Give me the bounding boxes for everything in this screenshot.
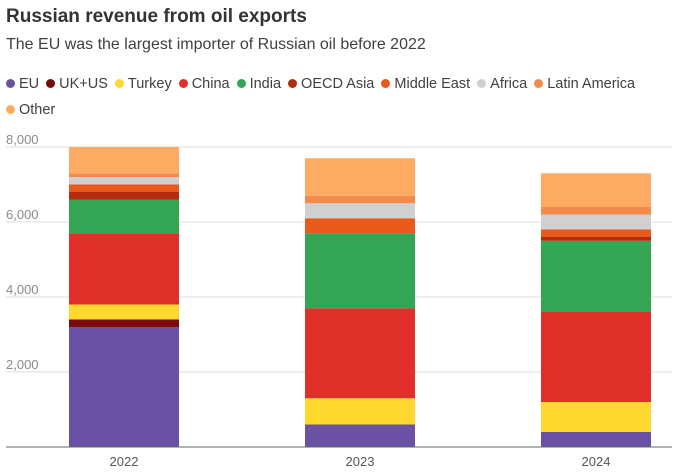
bar-segment-2022-africa bbox=[69, 177, 179, 185]
legend-swatch bbox=[6, 79, 15, 88]
y-tick-label: 4,000 bbox=[6, 282, 39, 297]
bar-segment-2023-india bbox=[305, 233, 415, 309]
legend-swatch bbox=[6, 105, 15, 114]
legend-label: India bbox=[249, 76, 282, 92]
legend-item-africa: Africa bbox=[477, 71, 527, 97]
legend-label: Turkey bbox=[127, 76, 172, 92]
bar-segment-2023-china bbox=[305, 308, 415, 399]
bar-segment-2022-china bbox=[69, 233, 179, 305]
legend-label: EU bbox=[19, 76, 40, 92]
bar-segment-2024-latin-america bbox=[541, 207, 651, 215]
bar-segment-2024-turkey bbox=[541, 402, 651, 432]
legend-item-uk-us: UK+US bbox=[46, 71, 108, 97]
legend-item-turkey: Turkey bbox=[114, 71, 172, 97]
bar-segment-2022-latin-america bbox=[69, 173, 179, 177]
legend-swatch bbox=[477, 79, 487, 88]
bar-segment-2024-india bbox=[541, 240, 651, 312]
y-tick-label: 6,000 bbox=[6, 207, 39, 222]
legend-label: Other bbox=[19, 102, 56, 118]
legend: EU UK+US Turkey China India OECD Asia Middle E… bbox=[6, 71, 666, 123]
legend-label: Middle East bbox=[394, 76, 471, 92]
bar-segment-2023-other bbox=[305, 158, 415, 196]
chart-subtitle: The EU was the largest importer of Russi… bbox=[6, 36, 426, 53]
chart-title: Russian revenue from oil exports bbox=[6, 6, 307, 27]
bar-segment-2023-turkey bbox=[305, 398, 415, 425]
legend-item-india: India bbox=[236, 71, 282, 97]
bar-segment-2022-uk-us bbox=[69, 319, 179, 327]
bar-segment-2022-other bbox=[69, 147, 179, 174]
bar-segment-2023-africa bbox=[305, 203, 415, 219]
bar-segment-2024-africa bbox=[541, 214, 651, 230]
bar-segment-2024-other bbox=[541, 173, 651, 207]
y-tick-label: 2,000 bbox=[6, 357, 39, 372]
legend-swatch bbox=[381, 79, 391, 88]
x-tick-label: 2022 bbox=[110, 454, 139, 469]
legend-swatch bbox=[236, 79, 246, 88]
y-tick-label: 8,000 bbox=[6, 132, 39, 147]
legend-label: Africa bbox=[490, 76, 528, 92]
legend-item-latin-america: Latin America bbox=[534, 71, 635, 97]
bar-segment-2023-middle-east bbox=[305, 218, 415, 234]
x-tick-label: 2023 bbox=[346, 454, 375, 469]
legend-item-middle-east: Middle East bbox=[381, 71, 470, 97]
legend-swatch bbox=[288, 79, 298, 88]
legend-swatch bbox=[178, 79, 188, 88]
bar-segment-2022-middle-east bbox=[69, 184, 179, 192]
bar-segment-2023-eu bbox=[305, 424, 415, 447]
bar-segment-2024-china bbox=[541, 312, 651, 402]
legend-item-other: Other bbox=[6, 97, 55, 123]
bar-segment-2024-middle-east bbox=[541, 229, 651, 237]
bar-segment-2024-oecd-asia bbox=[541, 237, 651, 241]
legend-item-eu: EU bbox=[6, 71, 39, 97]
legend-swatch bbox=[534, 79, 544, 88]
bar-segment-2024-eu bbox=[541, 432, 651, 447]
legend-swatch bbox=[114, 79, 124, 88]
bar-segment-2022-turkey bbox=[69, 304, 179, 320]
bar-segment-2023-latin-america bbox=[305, 195, 415, 204]
legend-swatch bbox=[46, 79, 56, 88]
legend-label: UK+US bbox=[59, 76, 108, 92]
legend-label: OECD Asia bbox=[301, 76, 375, 92]
legend-item-china: China bbox=[178, 71, 230, 97]
x-tick-label: 2024 bbox=[582, 454, 611, 469]
legend-label: Latin America bbox=[547, 76, 636, 92]
bar-segment-2022-eu bbox=[69, 327, 179, 447]
legend-label: China bbox=[191, 76, 230, 92]
bar-segment-2022-oecd-asia bbox=[69, 192, 179, 200]
bar-segment-2022-india bbox=[69, 199, 179, 234]
legend-item-oecd-asia: OECD Asia bbox=[288, 71, 374, 97]
